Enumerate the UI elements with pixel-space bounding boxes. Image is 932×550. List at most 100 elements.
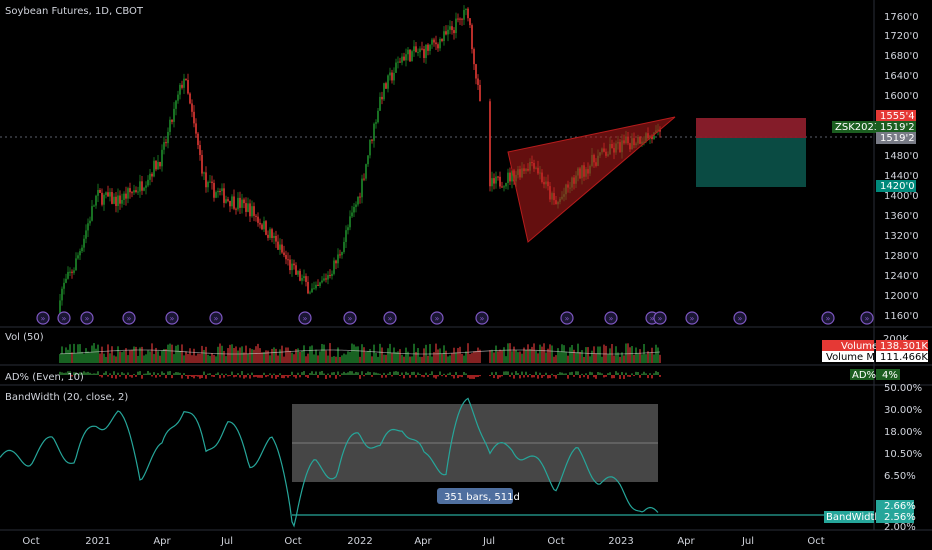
event-marker-glyph: » — [435, 314, 440, 323]
candle-body — [215, 192, 217, 198]
volume-bar — [293, 354, 295, 363]
last-price-tag — [876, 121, 916, 133]
volume-bar — [277, 355, 279, 363]
ad-bar — [229, 375, 231, 377]
candle-body — [159, 161, 161, 167]
volume-bar — [439, 348, 441, 363]
ad-bar — [373, 372, 375, 375]
volume-bar — [185, 351, 187, 363]
volume-bar — [621, 352, 623, 363]
volume-bar — [567, 355, 569, 363]
volume-bar — [169, 343, 171, 363]
volume-bar — [477, 347, 479, 363]
ad-bar — [77, 373, 79, 375]
candle-body — [61, 288, 63, 301]
bandwidth-value-2: 2.56% — [884, 512, 916, 523]
candle-body — [505, 183, 507, 187]
ad-bar — [443, 373, 445, 375]
candle-body — [95, 195, 97, 206]
volume-bar — [493, 352, 495, 363]
volume-bar — [153, 354, 155, 363]
volume-bar — [281, 345, 283, 363]
ad-bar — [425, 372, 427, 375]
volume-bar — [615, 346, 617, 363]
candle-body — [315, 284, 317, 289]
candle-body — [369, 139, 371, 156]
ad-bar — [337, 371, 339, 375]
ad-bar — [277, 375, 279, 377]
volume-bar — [471, 353, 473, 363]
volume-bar — [103, 353, 105, 363]
event-marker-glyph: » — [348, 314, 353, 323]
candle-body — [325, 278, 327, 280]
event-marker-icon — [821, 311, 835, 325]
volume-bar — [203, 349, 205, 363]
candle-body — [239, 197, 241, 208]
volume-bar — [313, 354, 315, 363]
volume-bar — [205, 346, 207, 363]
event-marker-icon — [604, 311, 618, 325]
ad-bar — [289, 375, 291, 377]
candle-body — [179, 84, 181, 95]
volume-bar — [563, 345, 565, 363]
candle-body — [457, 18, 459, 20]
volume-bar — [531, 346, 533, 363]
candle-body — [247, 203, 249, 212]
candle-body — [99, 190, 101, 193]
volume-label: Volume — [841, 341, 878, 352]
ad-bar — [185, 375, 187, 377]
target-zone[interactable] — [696, 138, 806, 187]
ad-bar — [165, 375, 167, 379]
price-tick-label: 1320'0 — [884, 231, 919, 242]
candle-body — [277, 241, 279, 250]
volume-bar — [221, 345, 223, 363]
volume-bar — [429, 344, 431, 363]
time-tick-label: Oct — [22, 536, 39, 547]
ad-bar — [81, 372, 83, 375]
volume-bar — [99, 353, 101, 363]
volume-bar — [333, 356, 335, 363]
candle-body — [197, 133, 199, 146]
volume-bar — [427, 355, 429, 363]
volume-bar — [449, 355, 451, 363]
time-tick-label: Oct — [807, 536, 824, 547]
volume-bar — [453, 347, 455, 363]
ad-bar — [59, 371, 61, 375]
volume-bar — [199, 353, 201, 363]
ad-bar — [371, 375, 373, 377]
ad-bar — [141, 375, 143, 379]
volume-bar — [515, 350, 517, 363]
volume-bar — [577, 343, 579, 363]
stop-zone[interactable] — [696, 118, 806, 138]
rising-wedge-drawing[interactable] — [507, 116, 676, 243]
event-marker-glyph: » — [565, 314, 570, 323]
candle-body — [89, 220, 91, 224]
candle-body — [185, 78, 187, 81]
volume-bar — [149, 351, 151, 363]
ad-bar — [173, 373, 175, 375]
candle-body — [329, 275, 331, 277]
volume-bar — [297, 348, 299, 363]
volume-bar — [537, 353, 539, 363]
ad-bar — [601, 373, 603, 375]
volume-bar — [383, 354, 385, 363]
volume-bar — [133, 346, 135, 363]
ad-bar — [227, 375, 229, 377]
event-markers[interactable]: »»»»»»»»»»»»»»»»»»» — [36, 311, 874, 325]
candle-body — [473, 49, 475, 65]
volume-bar — [441, 353, 443, 363]
volume-bar — [315, 349, 317, 363]
volume-bar — [359, 356, 361, 363]
volume-bar — [289, 350, 291, 363]
volume-bar — [137, 355, 139, 363]
ad-bar — [291, 371, 293, 375]
volume-bar — [337, 347, 339, 363]
candle-body — [271, 229, 273, 238]
volume-bar — [393, 347, 395, 363]
candle-body — [269, 229, 271, 238]
ad-bar — [431, 371, 433, 375]
ad-bar — [359, 375, 361, 379]
bandwidth-value-tag-2 — [876, 511, 914, 523]
candle-body — [507, 172, 509, 184]
